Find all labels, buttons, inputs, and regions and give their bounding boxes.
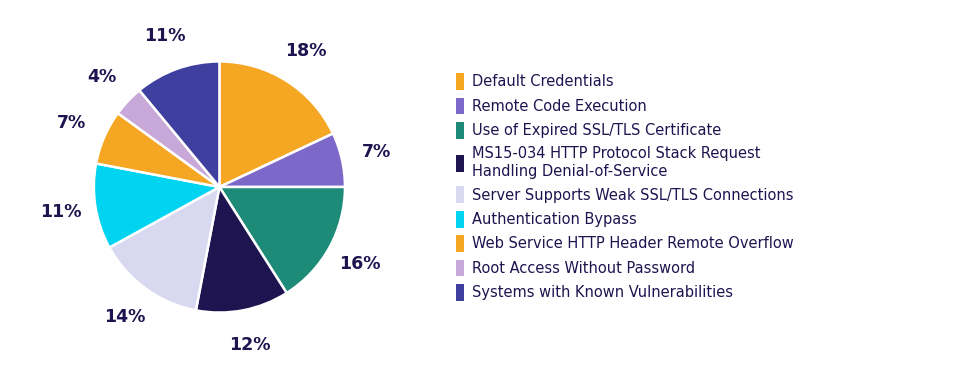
Text: 11%: 11%: [144, 27, 186, 45]
Text: 7%: 7%: [361, 143, 391, 161]
Wedge shape: [139, 61, 219, 187]
Text: 4%: 4%: [88, 68, 117, 86]
Text: 11%: 11%: [40, 203, 81, 221]
Text: 16%: 16%: [339, 255, 380, 273]
Wedge shape: [96, 113, 219, 187]
Wedge shape: [219, 134, 345, 187]
Wedge shape: [93, 163, 219, 248]
Wedge shape: [219, 187, 345, 293]
Text: 12%: 12%: [229, 336, 270, 354]
Text: 7%: 7%: [57, 114, 87, 132]
Legend: Default Credentials, Remote Code Execution, Use of Expired SSL/TLS Certificate, : Default Credentials, Remote Code Executi…: [456, 73, 793, 301]
Text: 18%: 18%: [285, 42, 326, 60]
Wedge shape: [195, 187, 287, 313]
Text: 14%: 14%: [104, 308, 146, 326]
Wedge shape: [118, 90, 219, 187]
Wedge shape: [110, 187, 219, 310]
Wedge shape: [219, 61, 333, 187]
